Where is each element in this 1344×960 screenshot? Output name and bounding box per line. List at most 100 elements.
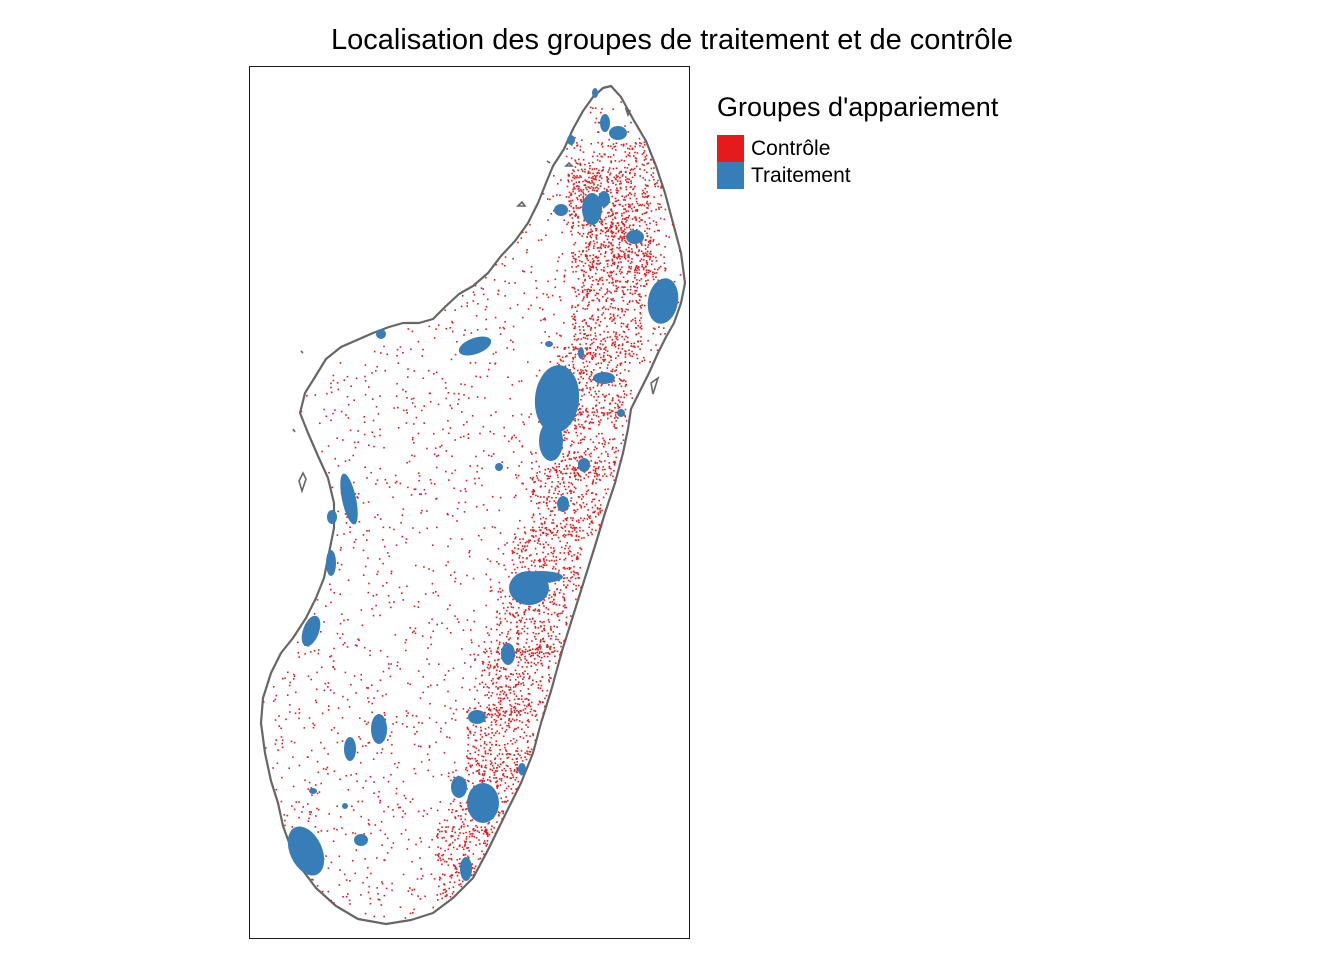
control-point: [589, 317, 591, 320]
control-point: [420, 493, 422, 495]
control-point: [376, 479, 379, 481]
control-point: [495, 781, 497, 784]
control-point: [471, 764, 473, 767]
control-point: [578, 475, 581, 477]
control-point: [557, 355, 559, 358]
control-point: [611, 448, 614, 450]
control-point: [592, 511, 594, 514]
control-point: [547, 508, 550, 510]
control-point: [576, 556, 579, 558]
control-point: [624, 166, 626, 169]
control-point: [642, 252, 644, 255]
control-point: [503, 668, 505, 671]
control-point: [488, 634, 490, 636]
control-point: [550, 627, 552, 630]
control-point: [506, 775, 508, 778]
control-point: [610, 298, 612, 300]
control-point: [530, 554, 532, 556]
control-point: [481, 850, 483, 853]
control-point: [523, 423, 525, 426]
control-point: [447, 826, 449, 828]
control-point: [617, 229, 620, 232]
control-point: [589, 267, 591, 270]
control-point: [364, 858, 366, 860]
control-point: [450, 779, 452, 781]
control-point: [596, 411, 599, 413]
control-point: [353, 675, 356, 677]
control-point: [390, 663, 392, 665]
control-point: [531, 640, 533, 642]
control-point: [466, 788, 468, 790]
control-point: [552, 531, 554, 534]
control-point: [454, 865, 456, 868]
control-point: [464, 501, 467, 504]
control-point: [605, 222, 607, 225]
control-point: [452, 891, 455, 893]
control-point: [373, 792, 375, 794]
control-point: [503, 607, 505, 609]
control-point: [516, 771, 519, 774]
control-point: [496, 639, 498, 642]
control-point: [344, 671, 347, 674]
control-point: [356, 496, 358, 498]
control-point: [428, 746, 431, 749]
control-point: [543, 653, 545, 655]
control-point: [603, 354, 605, 357]
control-point: [553, 527, 555, 530]
control-point: [417, 810, 420, 813]
control-point: [439, 857, 441, 860]
control-point: [275, 788, 278, 791]
control-point: [496, 560, 498, 563]
control-point: [411, 889, 414, 891]
control-point: [455, 866, 457, 869]
control-point: [482, 833, 485, 835]
control-point: [574, 333, 577, 336]
control-point: [644, 294, 647, 297]
control-point: [638, 204, 640, 207]
control-point: [540, 342, 543, 344]
control-point: [563, 322, 565, 324]
control-point: [514, 282, 516, 284]
control-point: [565, 523, 568, 526]
control-point: [591, 501, 593, 503]
control-point: [616, 246, 618, 249]
control-point: [623, 253, 625, 256]
control-point: [307, 803, 309, 805]
control-point: [654, 185, 656, 188]
control-point: [514, 764, 517, 766]
control-point: [607, 442, 610, 444]
control-point: [498, 709, 501, 711]
control-point: [591, 483, 594, 485]
control-point: [567, 551, 570, 554]
control-point: [586, 365, 589, 367]
control-point: [600, 243, 603, 245]
control-point: [353, 481, 355, 484]
control-point: [290, 740, 293, 743]
control-point: [333, 727, 336, 729]
control-point: [540, 480, 542, 482]
control-point: [436, 526, 438, 529]
control-point: [613, 299, 615, 302]
control-point: [580, 176, 582, 178]
control-point: [559, 552, 562, 554]
control-point: [445, 327, 447, 330]
control-point: [475, 747, 478, 750]
control-point: [601, 509, 603, 512]
control-point: [558, 469, 561, 472]
control-point: [538, 421, 540, 423]
control-point: [622, 199, 625, 201]
control-point: [466, 779, 469, 782]
control-point: [534, 710, 537, 712]
control-point: [481, 774, 484, 776]
control-point: [595, 279, 598, 281]
control-point: [497, 688, 499, 690]
control-point: [532, 679, 534, 682]
control-point: [504, 749, 507, 751]
control-point: [529, 649, 532, 651]
control-point: [598, 353, 601, 355]
control-point: [488, 661, 491, 663]
control-point: [564, 530, 567, 532]
control-point: [622, 235, 625, 238]
control-point: [493, 827, 495, 829]
control-point: [657, 185, 659, 188]
